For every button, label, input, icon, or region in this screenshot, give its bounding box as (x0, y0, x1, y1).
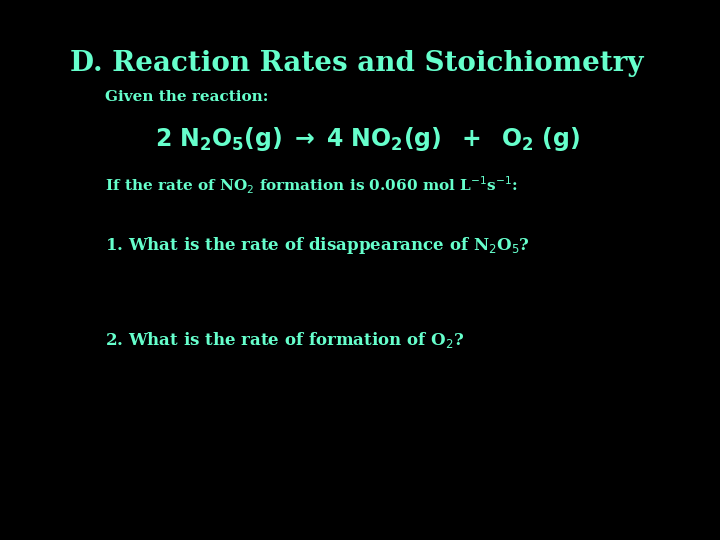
Text: D. Reaction Rates and Stoichiometry: D. Reaction Rates and Stoichiometry (70, 50, 644, 77)
Text: If the rate of NO$_2$ formation is 0.060 mol L$^{-1}$s$^{-1}$:: If the rate of NO$_2$ formation is 0.060… (105, 175, 518, 197)
Text: 1. What is the rate of disappearance of N$_2$O$_5$?: 1. What is the rate of disappearance of … (105, 235, 530, 256)
Text: $\mathbf{2\ N_2O_5(g)\ \rightarrow\ 4\ NO_2(g)\ \ +\ \ O_2\ (g)}$: $\mathbf{2\ N_2O_5(g)\ \rightarrow\ 4\ N… (155, 125, 580, 153)
Text: 2. What is the rate of formation of O$_2$?: 2. What is the rate of formation of O$_2… (105, 330, 464, 350)
Text: Given the reaction:: Given the reaction: (105, 90, 269, 104)
